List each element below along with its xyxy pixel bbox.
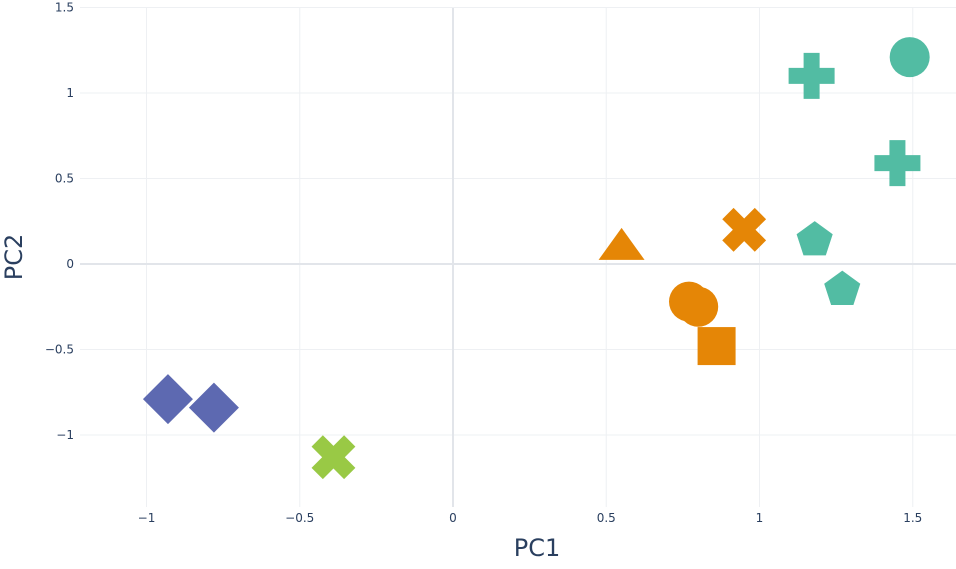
x-tick-label: −1 [138, 511, 156, 525]
marker-x-shape [722, 207, 767, 252]
y-tick-label: 1.5 [55, 1, 74, 15]
x-tick-label: −0.5 [285, 511, 314, 525]
y-tick-label: 0.5 [55, 172, 74, 186]
marker-x-shape [311, 435, 356, 480]
marker-x [311, 435, 356, 480]
marker-diamond [188, 382, 239, 433]
marker-pentagon [824, 270, 861, 305]
marker-pentagon [796, 221, 833, 256]
x-tick-label: 1.5 [903, 511, 922, 525]
x-tick-label: 0.5 [597, 511, 616, 525]
marker-triangle [598, 227, 645, 260]
marker-circle [678, 286, 719, 327]
marker-cross [874, 140, 921, 187]
marker-square [697, 327, 736, 366]
y-tick-label: −1 [56, 428, 74, 442]
x-axis-title: PC1 [514, 534, 561, 562]
x-tick-label: 1 [756, 511, 764, 525]
x-axis-ticks: −1 −0.5 0 0.5 1 1.5 [138, 511, 923, 525]
data-markers [142, 37, 930, 480]
y-axis-ticks: −1 −0.5 0 0.5 1 1.5 [45, 1, 74, 443]
marker-circle [889, 37, 930, 78]
y-tick-label: −0.5 [45, 343, 74, 357]
marker-diamond [142, 374, 193, 425]
y-tick-label: 0 [66, 257, 74, 271]
y-axis-title: PC2 [0, 234, 28, 281]
zero-lines [80, 8, 956, 507]
y-tick-label: 1 [66, 86, 74, 100]
marker-x [722, 207, 767, 252]
marker-cross [788, 52, 835, 99]
x-tick-label: 0 [449, 511, 457, 525]
